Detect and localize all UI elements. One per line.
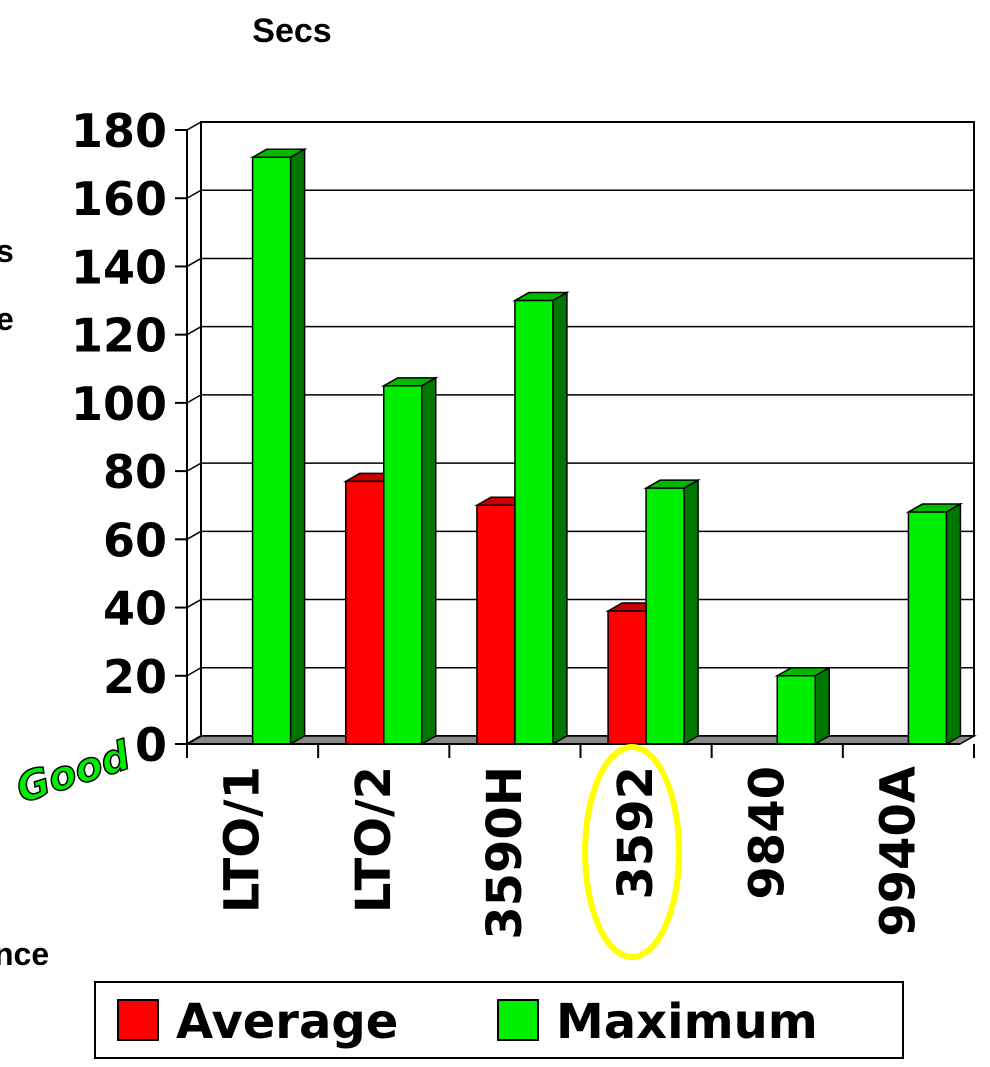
bar-maximum-9940a [905, 502, 964, 746]
x-tick-label: 3590H [477, 766, 533, 940]
side-wall-edge [186, 735, 202, 745]
gridline-diag [186, 121, 202, 131]
bars [249, 147, 964, 746]
x-tick-label: 9840 [739, 766, 795, 900]
bar-side [552, 291, 568, 746]
legend: Average Maximum [94, 981, 904, 1059]
bar-side [683, 478, 699, 746]
bar-side [421, 376, 437, 746]
gridline-diag [186, 394, 202, 404]
bar-side [945, 502, 962, 746]
bar-front [345, 480, 385, 745]
x-axis: LTO/1 LTO/2 3590H 3592 9840 9940A [186, 743, 975, 940]
gridline-diag [186, 530, 202, 540]
legend-label-maximum: Maximum [556, 994, 818, 1050]
gridline-diag [186, 326, 202, 336]
y-tick-label: 120 [71, 309, 167, 363]
bar-front [907, 511, 948, 745]
bar-maximum-3590h [512, 291, 570, 746]
gridline-diag [186, 462, 202, 472]
y-tick-label: 60 [103, 513, 167, 567]
bar-side [289, 147, 306, 746]
x-tick-label: LTO/2 [346, 766, 402, 913]
bar-front [476, 504, 516, 745]
bar-maximum-lto2 [380, 376, 439, 746]
cut-off-label-fragment-1: s [0, 233, 14, 269]
bar-maximum-9840 [774, 666, 833, 746]
x-tick-label: LTO/1 [215, 766, 271, 913]
y-tick-label: 140 [71, 240, 167, 294]
legend-swatch-maximum [497, 999, 539, 1041]
chart-title: Secs [252, 12, 331, 50]
legend-label-average: Average [176, 994, 398, 1050]
y-tick-label: 100 [71, 377, 167, 431]
gridline-diag [186, 598, 202, 609]
y-tick-label: 0 [135, 718, 167, 772]
floor [184, 735, 977, 745]
y-tick-label: 180 [71, 104, 167, 158]
gridline-diag [186, 667, 202, 677]
y-axis: 0 20 40 60 80 100 120 140 160 180 [71, 104, 188, 772]
bar-side [814, 666, 830, 746]
legend-swatch-average [117, 999, 159, 1041]
x-tick-label: 3592 [608, 766, 664, 900]
bar-maximum-3592 [643, 478, 701, 746]
bar-front [251, 156, 292, 745]
x-tick-label: 9940A [870, 766, 926, 937]
bar-front [645, 487, 685, 745]
gridline-diag [186, 257, 202, 268]
bar-front [514, 299, 554, 745]
good-annotation: Good [11, 733, 136, 813]
y-tick-label: 160 [71, 172, 167, 226]
y-tick-label: 80 [103, 445, 167, 499]
bar-maximum-lto1 [249, 147, 308, 746]
cut-off-label-fragment-2: e [0, 301, 14, 337]
y-tick-label: 40 [103, 582, 167, 636]
y-tick-label: 20 [103, 650, 167, 704]
gridline-diag [186, 189, 202, 199]
bar-front [607, 610, 647, 745]
bar-front [383, 385, 423, 745]
cut-off-label-fragment-3: nce [0, 936, 49, 972]
bar-front [776, 675, 816, 745]
highlight-ellipse [582, 744, 683, 960]
back-wall [200, 121, 975, 737]
